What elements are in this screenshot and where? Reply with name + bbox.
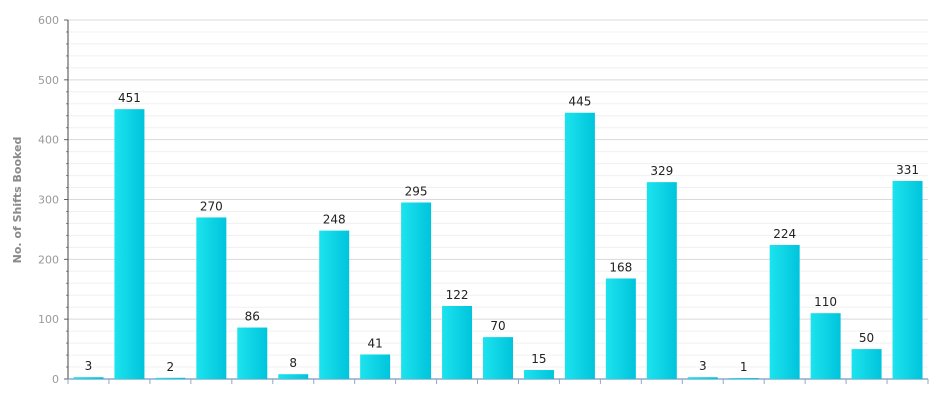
bar-value-label: 41: [368, 336, 383, 350]
bar: [442, 306, 473, 379]
y-tick-label: 500: [38, 74, 59, 87]
bar-value-label: 270: [200, 199, 223, 213]
bar: [237, 327, 268, 379]
bar: [728, 378, 759, 379]
y-tick-label: 0: [52, 373, 59, 386]
bar: [483, 337, 513, 379]
y-tick-label: 300: [38, 194, 59, 207]
bar-value-label: 70: [490, 319, 505, 333]
bar: [810, 313, 841, 379]
bar: [687, 377, 718, 379]
bar-value-label: 329: [650, 164, 673, 178]
bar-value-label: 3: [85, 359, 93, 373]
y-axis-title: No. of Shifts Booked: [11, 137, 24, 264]
bar: [564, 112, 595, 379]
bar: [523, 370, 554, 379]
bar-value-label: 3: [699, 359, 707, 373]
data-labels: 3 451 2 270 86 8 248 41 295 122 70 15 445 168 329 3 1 224…: [85, 91, 919, 374]
bar: [769, 244, 800, 379]
bar-value-label: 295: [405, 184, 428, 198]
bar: [646, 182, 677, 379]
y-tick-label: 400: [38, 134, 59, 147]
bar-value-label: 15: [531, 352, 546, 366]
bar-value-label: 168: [609, 260, 632, 274]
bar-value-label: 86: [245, 310, 260, 324]
bars: [73, 109, 923, 379]
bar: [278, 374, 309, 379]
bar-value-label: 50: [859, 331, 874, 345]
bar-value-label: 224: [773, 227, 796, 241]
y-tick-label: 600: [38, 14, 59, 27]
bar-value-label: 451: [118, 91, 141, 105]
bar: [360, 354, 391, 379]
y-tick-label: 200: [38, 253, 59, 266]
bar: [892, 180, 923, 379]
bar: [319, 230, 350, 379]
bar: [401, 202, 432, 379]
bar: [155, 377, 186, 379]
bar-value-label: 2: [167, 360, 175, 374]
bar: [114, 109, 145, 379]
bar-value-label: 1: [740, 360, 748, 374]
bar-value-label: 110: [814, 295, 837, 309]
bar: [73, 377, 104, 379]
bar-value-label: 248: [323, 213, 346, 227]
bar-value-label: 8: [289, 356, 297, 370]
y-tick-label: 100: [38, 313, 59, 326]
bar: [605, 278, 636, 379]
bar-value-label: 122: [446, 288, 469, 302]
bar-value-label: 331: [896, 163, 919, 177]
bar: [196, 217, 227, 379]
bar-value-label: 445: [568, 95, 591, 109]
bar: [851, 349, 882, 379]
